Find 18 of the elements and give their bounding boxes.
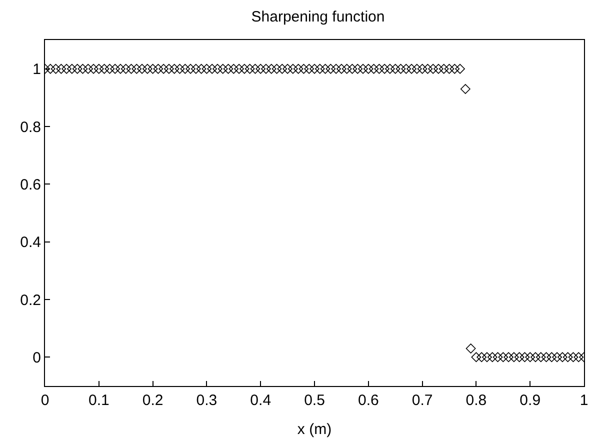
x-tick-label: 0.3 xyxy=(196,392,218,409)
x-tick-label: 0.5 xyxy=(304,392,325,409)
y-tick-label: 0 xyxy=(32,349,41,366)
x-tick-label: 0.1 xyxy=(88,392,110,409)
x-tick-label: 1 xyxy=(580,392,588,409)
y-tick-label: 0.2 xyxy=(20,292,41,309)
y-tick-label: 0.6 xyxy=(20,176,41,194)
x-tick-label: 0.6 xyxy=(358,392,379,409)
y-tick-label: 0.8 xyxy=(20,118,41,136)
x-tick-label: 0.4 xyxy=(250,392,272,409)
x-axis-title: x (m) xyxy=(297,421,332,438)
x-tick-label: 0.8 xyxy=(466,392,487,409)
y-tick-label: 0.4 xyxy=(20,234,41,252)
y-tick-label: 1 xyxy=(32,61,41,78)
x-tick-label: 0.2 xyxy=(142,392,164,409)
chart-title: Sharpening function xyxy=(251,8,385,26)
x-tick-label: 0.7 xyxy=(412,392,433,409)
x-tick-label: 0.9 xyxy=(520,392,541,409)
